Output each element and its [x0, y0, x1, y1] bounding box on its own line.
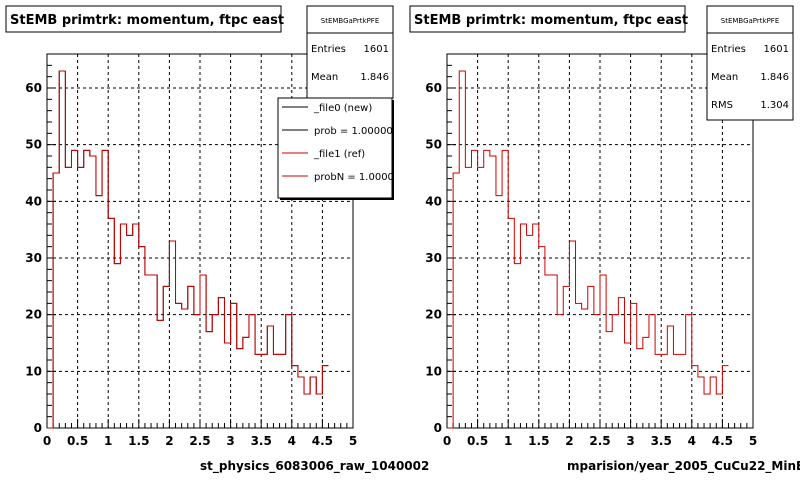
- chart-title-box: [5, 5, 282, 33]
- x-tick-label: 4: [288, 434, 296, 448]
- x-tick-label: 0: [443, 434, 451, 448]
- y-tick-label: 10: [425, 364, 442, 378]
- legend-box: [277, 97, 393, 199]
- y-tick-label: 40: [25, 194, 42, 208]
- x-tick-label: 0.5: [467, 434, 488, 448]
- legend-label: _file1 (ref): [313, 149, 365, 160]
- stats-label-mean: Mean: [711, 72, 738, 83]
- stats-value-mean: 1.846: [360, 72, 389, 83]
- y-tick-label: 10: [25, 364, 42, 378]
- stats-value-entries: 1601: [764, 44, 789, 55]
- histogram-panel-2: 0 0.5 1 1.5 2 2.5 3 3.5 4 4.5 50102030405060StEMB …: [409, 5, 800, 474]
- x-tick-label: 3: [226, 434, 234, 448]
- stats-value-mean: 1.846: [760, 72, 789, 83]
- y-tick-label: 0: [34, 421, 42, 435]
- y-tick-label: 20: [25, 308, 42, 322]
- y-tick-label: 50: [25, 138, 42, 152]
- x-tick-label: 1: [104, 434, 112, 448]
- legend-label: prob = 1.000000: [314, 126, 399, 137]
- x-tick-label: 0.5: [67, 434, 88, 448]
- y-tick-label: 50: [425, 138, 442, 152]
- y-tick-label: 30: [425, 251, 442, 265]
- legend-label: probN = 1.000000: [314, 172, 407, 183]
- stats-label-rms: RMS: [711, 100, 733, 111]
- x-tick-label: 3.5: [651, 434, 672, 448]
- histogram-panel-1: 0 0.5 1 1.5 2 2.5 3 3.5 4 4.5 50102030405060StEMB …: [5, 5, 429, 474]
- stats-header: StEMBGaPrtkPFE: [721, 17, 780, 25]
- histogram-series-1: [447, 70, 729, 429]
- y-tick-label: 40: [425, 194, 442, 208]
- x-tick-label: 4.5: [312, 434, 333, 448]
- histogram-series-2: [47, 70, 329, 429]
- stats-box: [306, 5, 394, 99]
- x-tick-label: 4.5: [712, 434, 733, 448]
- stats-box: [706, 5, 794, 121]
- x-tick-label: 2.5: [589, 434, 610, 448]
- x-tick-label: 0: [43, 434, 51, 448]
- x-tick-label: 4: [688, 434, 696, 448]
- x-axis-label: mparision/year_2005_CuCu22_MinBias_daq_s…: [567, 459, 800, 474]
- stats-label-mean: Mean: [311, 72, 338, 83]
- legend-label: _file0 (new): [313, 103, 372, 114]
- y-tick-label: 60: [425, 81, 442, 95]
- y-tick-label: 30: [25, 251, 42, 265]
- x-tick-label: 2: [565, 434, 573, 448]
- y-tick-label: 60: [25, 81, 42, 95]
- x-tick-label: 3.5: [251, 434, 272, 448]
- stats-header: StEMBGaPrtkPFE: [321, 17, 380, 25]
- x-tick-label: 5: [749, 434, 757, 448]
- chart-title: StEMB primtrk: momentum, ftpc east: [10, 13, 284, 28]
- chart-title-box: [409, 5, 686, 33]
- legend-entries: _file0 (new) prob = 1.000000 _file1 (ref) p…: [282, 103, 407, 183]
- stats-label-entries: Entries: [711, 44, 746, 55]
- chart-title: StEMB primtrk: momentum, ftpc east: [414, 13, 688, 28]
- x-tick-label: 3: [626, 434, 634, 448]
- x-tick-label: 2: [165, 434, 173, 448]
- x-axis-label: st_physics_6083006_raw_1040002: [200, 459, 429, 474]
- x-tick-label: 1: [504, 434, 512, 448]
- x-tick-label: 1.5: [128, 434, 149, 448]
- y-tick-label: 20: [425, 308, 442, 322]
- x-tick-label: 5: [349, 434, 357, 448]
- y-tick-label: 0: [434, 421, 442, 435]
- stats-value-rms: 1.304: [760, 100, 789, 111]
- stats-value-entries: 1601: [364, 44, 389, 55]
- x-tick-label: 2.5: [189, 434, 210, 448]
- x-tick-label: 1.5: [528, 434, 549, 448]
- stats-label-entries: Entries: [311, 44, 346, 55]
